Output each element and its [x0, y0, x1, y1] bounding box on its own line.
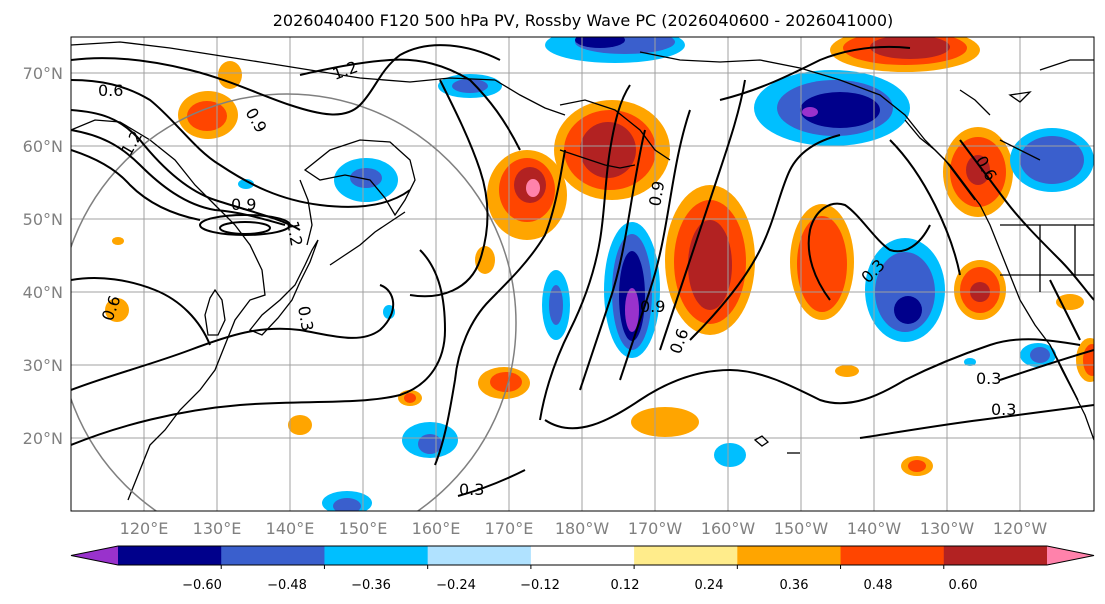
colorbar-tick-labels: −0.60 −0.48 −0.36 −0.24 −0.12 0.12 0.24 …: [182, 578, 977, 593]
map-title: 2026040400 F120 500 hPa PV, Rossby Wave …: [273, 11, 894, 30]
colorbar-tick-label: 0.24: [695, 578, 724, 593]
contour-label: 0.9: [640, 297, 665, 316]
positive-anomaly-ridge: [665, 185, 755, 335]
colorbar-segment: [221, 546, 325, 565]
contour-label: 0.3: [976, 369, 1001, 388]
negative-anomaly-ne-pacific: [865, 238, 945, 342]
colorbar-segment: [840, 546, 945, 565]
lon-label: 120°E: [120, 519, 169, 538]
colorbar-segment: [324, 546, 429, 565]
lon-label: 170°W: [628, 519, 683, 538]
anomaly-shading: [105, 37, 1094, 511]
colorbar-segments: [70, 545, 1095, 569]
positive-anomaly-bc-coast: [943, 127, 1013, 320]
positive-anomaly-dateline: [487, 150, 567, 240]
contour-label: 0.3: [991, 400, 1016, 419]
contour-label: 0.9: [645, 179, 668, 207]
lat-label: 40°N: [23, 283, 63, 302]
negative-anomaly-gulf-of-alaska: [754, 70, 910, 146]
map-area: 0.6 1.2 0.9 1.2 0.9 1.2 0.6 0.3 0.9 0.9 …: [71, 37, 1094, 511]
lon-label: 150°E: [339, 519, 388, 538]
colorbar: −0.60 −0.48 −0.36 −0.24 −0.12 0.12 0.24 …: [70, 545, 1095, 593]
lon-label: 160°E: [412, 519, 461, 538]
negative-anomaly-canada: [1010, 128, 1094, 192]
lon-label: 170°E: [485, 519, 534, 538]
lat-label: 70°N: [23, 64, 63, 83]
colorbar-tick-label: −0.36: [351, 578, 391, 593]
reference-circle: [71, 93, 517, 511]
lon-label: 140°W: [847, 519, 902, 538]
colorbar-segment: [634, 546, 738, 565]
lat-label: 50°N: [23, 210, 63, 229]
colorbar-tick-label: 0.36: [780, 578, 809, 593]
latitude-labels: 70°N 60°N 50°N 40°N 30°N 20°N: [23, 64, 63, 448]
coastlines: [71, 41, 1094, 501]
colorbar-tick-label: 0.12: [611, 578, 640, 593]
lat-label: 30°N: [23, 356, 63, 375]
contour-label: 0.3: [459, 480, 484, 499]
colorbar-outline: [70, 545, 1095, 566]
colorbar-segment: [737, 546, 842, 565]
colorbar-tick-label: 0.48: [864, 578, 893, 593]
colorbar-segment: [118, 546, 222, 565]
colorbar-extend-min: [71, 546, 118, 565]
lon-label: 120°W: [993, 519, 1048, 538]
pv-contours: [71, 44, 1094, 497]
colorbar-tick-label: −0.60: [182, 578, 222, 593]
colorbar-tick-label: −0.24: [436, 578, 476, 593]
colorbar-tick-label: 0.60: [949, 578, 978, 593]
lon-label: 160°W: [701, 519, 756, 538]
gridlines: [71, 37, 1094, 511]
contour-label: 0.6: [98, 81, 123, 100]
longitude-labels: 120°E 130°E 140°E 150°E 160°E 170°E 180°…: [120, 519, 1048, 538]
positive-anomaly-ne-pacific: [790, 204, 854, 320]
contour-label: 1.2: [283, 219, 306, 247]
colorbar-segment: [943, 546, 1048, 565]
colorbar-segment: [530, 546, 635, 565]
lon-label: 130°W: [920, 519, 975, 538]
lat-label: 20°N: [23, 429, 63, 448]
colorbar-segment: [427, 546, 532, 565]
lon-label: 130°E: [193, 519, 242, 538]
contour-label: 0.3: [294, 304, 317, 332]
lon-label: 180°W: [555, 519, 610, 538]
lat-label: 60°N: [23, 137, 63, 156]
lon-label: 150°W: [774, 519, 829, 538]
colorbar-extend-max: [1047, 546, 1094, 565]
negative-anomaly-kamchatka: [238, 158, 398, 202]
contour-label: 0.9: [231, 195, 256, 214]
lon-label: 140°E: [266, 519, 315, 538]
colorbar-tick-label: −0.48: [267, 578, 307, 593]
map-frame: [70, 36, 1095, 512]
colorbar-tick-label: −0.12: [520, 578, 560, 593]
